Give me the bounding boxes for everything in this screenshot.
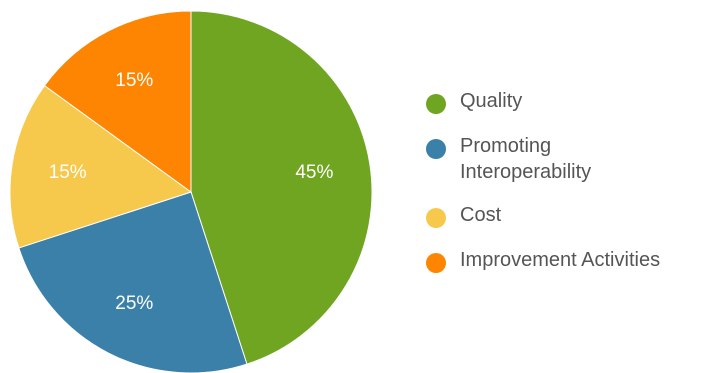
legend-label-improvement-activities: Improvement Activities (460, 249, 661, 271)
pie-chart: 45% 25% 15% 15% (9, 10, 373, 373)
pie-slice-quality (190, 10, 373, 365)
legend-swatch-improvement-activities (426, 253, 446, 273)
legend-item-promoting-interoperability: Promoting Interoperability (426, 133, 707, 185)
pie-slice-cost (9, 84, 193, 249)
legend-item-quality: Quality (426, 88, 707, 114)
legend-swatch-promoting-interoperability (426, 139, 446, 159)
slice-value-label-promoting-interoperability: 25% (115, 293, 153, 314)
pie-slices (9, 10, 373, 373)
legend-swatch-cost (426, 208, 446, 228)
slice-value-label-quality: 45% (295, 162, 333, 183)
legend-swatch-quality (426, 94, 446, 114)
legend-item-cost: Cost (426, 202, 707, 228)
slice-value-label-improvement-activities: 15% (115, 70, 153, 91)
legend-label-quality: Quality (460, 90, 523, 112)
legend-label-line-2: Interoperability (460, 161, 592, 183)
pie-value-labels: 45% 25% 15% 15% (49, 70, 334, 314)
chart-legend: Quality Promoting Interoperability Cost … (426, 88, 707, 292)
legend-label-line-1: Promoting (460, 135, 552, 157)
legend-label-cost: Cost (460, 204, 502, 226)
pie-slice-promoting-interoperability (18, 191, 248, 373)
pie-slice-improvement-activities (43, 10, 192, 193)
legend-label-promoting-interoperability: Promoting Interoperability (460, 133, 591, 185)
slice-value-label-cost: 15% (49, 162, 87, 183)
legend-item-improvement-activities: Improvement Activities (426, 247, 707, 273)
